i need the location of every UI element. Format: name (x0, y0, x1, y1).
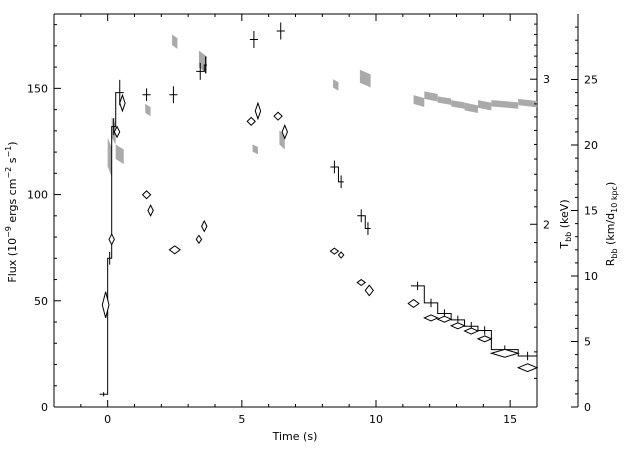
temperature-band (464, 102, 478, 114)
radius-diamond (201, 219, 208, 233)
y-tick-label: 50 (34, 295, 48, 308)
temperature-band (413, 95, 425, 107)
temperature-band (198, 50, 207, 74)
radius-diamond (364, 284, 374, 297)
temperature-tick-label: 2 (543, 218, 550, 231)
temperature-axis-title: Tbb (keV) (558, 199, 573, 249)
y-axis-title: Flux (10−9 ergs cm−2 s−1) (4, 141, 19, 282)
temperature-band (115, 144, 124, 165)
radius-diamond (436, 315, 453, 323)
radius-diamond (273, 111, 283, 121)
radius-diamond (476, 335, 493, 343)
temperature-bands (107, 34, 537, 177)
radius-diamond (337, 251, 345, 259)
radius-diamond (329, 247, 340, 255)
radius-diamond (423, 314, 439, 322)
radius-series (101, 93, 539, 373)
radius-diamond (489, 348, 520, 358)
temperature-band (172, 34, 178, 49)
radius-diamond (147, 204, 154, 217)
radius-axis-title: Rbb (km/d10 kpc) (604, 182, 619, 267)
temperature-band (107, 137, 112, 177)
temperature-band (424, 91, 438, 102)
y-tick-label: 150 (27, 82, 48, 95)
y-tick-label: 0 (41, 401, 48, 414)
radius-diamond (463, 327, 480, 335)
radius-diamond (119, 93, 126, 113)
x-tick-label: 0 (104, 413, 111, 426)
radius-diamond (246, 116, 256, 127)
temperature-band (451, 100, 465, 109)
temperature-band (333, 79, 339, 91)
temperature-band (145, 103, 151, 117)
radius-diamond (141, 190, 152, 200)
flux-series (99, 22, 537, 397)
x-axis-title: Time (s) (272, 430, 318, 443)
radius-diamond (449, 322, 466, 330)
radius-diamond (195, 234, 203, 245)
radius-diamond (101, 291, 110, 319)
flux-step-line (99, 30, 537, 395)
x-tick-label: 5 (238, 413, 245, 426)
radius-tick-label: 15 (584, 205, 598, 218)
radius-diamond (407, 298, 420, 309)
y-tick-label: 100 (27, 189, 48, 202)
radius-tick-label: 25 (584, 74, 598, 87)
radius-tick-label: 5 (584, 336, 591, 349)
radius-tick-label: 20 (584, 139, 598, 152)
radius-diamond (113, 125, 121, 139)
radius-diamond (356, 278, 367, 287)
x-tick-label: 10 (369, 413, 383, 426)
radius-diamond (168, 245, 181, 255)
temperature-tick-label: 3 (543, 73, 550, 86)
radius-tick-label: 0 (584, 401, 591, 414)
radius-diamond (516, 363, 539, 373)
temperature-band (437, 96, 452, 105)
x-tick-label: 15 (503, 413, 517, 426)
temperature-band (359, 69, 371, 88)
radius-diamond (108, 232, 115, 246)
radius-diamond (254, 101, 262, 121)
temperature-band (491, 100, 519, 109)
temperature-band (518, 98, 537, 108)
temperature-band (252, 144, 258, 155)
radius-tick-label: 10 (584, 270, 598, 283)
radius-diamond (281, 124, 288, 140)
temperature-band (477, 100, 492, 111)
